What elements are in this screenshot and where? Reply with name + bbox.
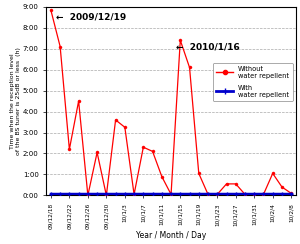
Legend: Without
water repellent, With
water repellent: Without water repellent, With water repe… [213,63,292,101]
X-axis label: Year / Month / Day: Year / Month / Day [136,231,206,240]
Text: ←  2009/12/19: ← 2009/12/19 [56,13,126,22]
Text: ←  2010/1/16: ← 2010/1/16 [176,42,239,51]
Y-axis label: Time when the reception level
of the BS tuner is 25dB or less  (h): Time when the reception level of the BS … [10,47,21,155]
